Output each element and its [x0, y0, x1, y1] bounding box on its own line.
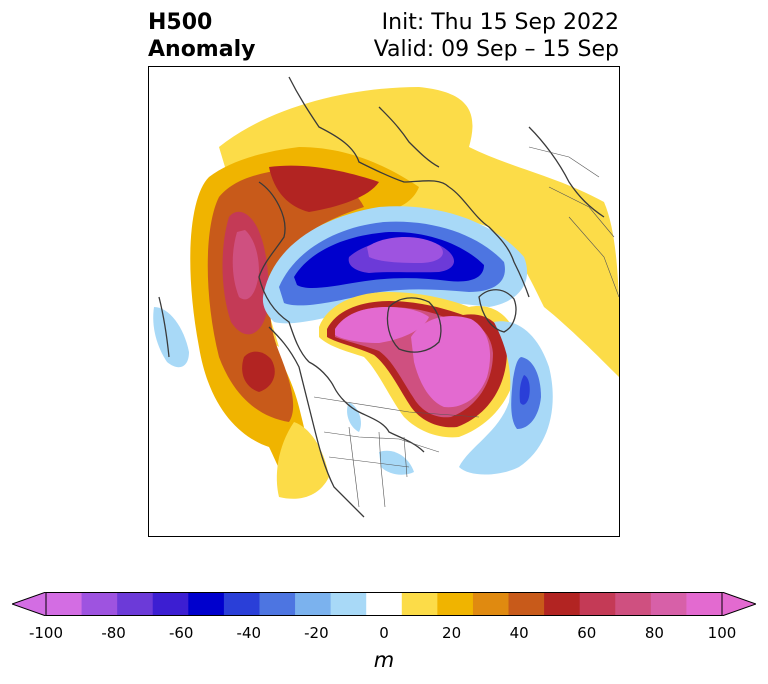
- colorbar-units-label: m: [373, 648, 395, 672]
- title-field-name: H500: [148, 10, 213, 35]
- colorbar-segment: [472, 592, 510, 616]
- colorbar-segment: [437, 592, 474, 616]
- colorbar-segment: [686, 592, 723, 616]
- positive-anomaly-western-us: [276, 422, 329, 499]
- colorbar-segment: [615, 592, 652, 616]
- colorbar-segment: [46, 592, 83, 616]
- colorbar-extend-high: [721, 592, 756, 616]
- colorbar-tick-label: 100: [707, 624, 737, 642]
- colorbar-segment: [508, 592, 545, 616]
- colorbar-tick-label: 40: [509, 624, 529, 642]
- colorbar-segment: [188, 592, 225, 616]
- colorbar-segment: [366, 592, 403, 616]
- colorbar-tick-label: -100: [28, 624, 64, 642]
- colorbar-segment: [117, 592, 154, 616]
- title-field-type: Anomaly: [148, 37, 256, 62]
- colorbar-tick-label: 60: [577, 624, 597, 642]
- map-frame: [148, 66, 620, 537]
- title-valid-range: Valid: 09 Sep – 15 Sep: [373, 37, 619, 62]
- colorbar-segment: [152, 592, 189, 616]
- colorbar-segment: [330, 592, 367, 616]
- title-left: H500 Anomaly: [148, 9, 255, 63]
- colorbar-segment: [401, 592, 438, 616]
- colorbar-tick-label: 0: [379, 624, 389, 642]
- negative-anomaly-western-north-america: [153, 307, 553, 475]
- colorbar-segment: [81, 592, 118, 616]
- colorbar-tick-label: -80: [101, 624, 126, 642]
- title-right: Init: Thu 15 Sep 2022 Valid: 09 Sep – 15…: [374, 9, 619, 63]
- country-borders: [313, 146, 619, 508]
- anomaly-map: [153, 76, 619, 518]
- colorbar-tick-label: -40: [236, 624, 262, 642]
- colorbar-segment: [579, 592, 616, 616]
- colorbar: [12, 592, 756, 616]
- title-init-time: Init: Thu 15 Sep 2022: [381, 10, 619, 35]
- colorbar-segment: [295, 592, 332, 616]
- colorbar-segment: [650, 592, 687, 616]
- colorbar-tick-label: -20: [304, 624, 329, 642]
- positive-anomaly-north-pacific: [190, 147, 419, 497]
- colorbar-tick-label: 80: [644, 624, 664, 642]
- coastlines: [158, 76, 605, 518]
- positive-anomaly-canadian-arctic: [319, 292, 519, 438]
- colorbar-segment: [544, 592, 581, 616]
- colorbar-extend-low: [12, 592, 47, 616]
- colorbar-segment: [259, 592, 296, 616]
- colorbar-tick-label: 20: [442, 624, 462, 642]
- colorbar-outline: [45, 592, 723, 616]
- colorbar-segment: [223, 592, 260, 616]
- negative-anomaly-arctic: [262, 206, 528, 324]
- colorbar-tick-label: -60: [168, 624, 194, 642]
